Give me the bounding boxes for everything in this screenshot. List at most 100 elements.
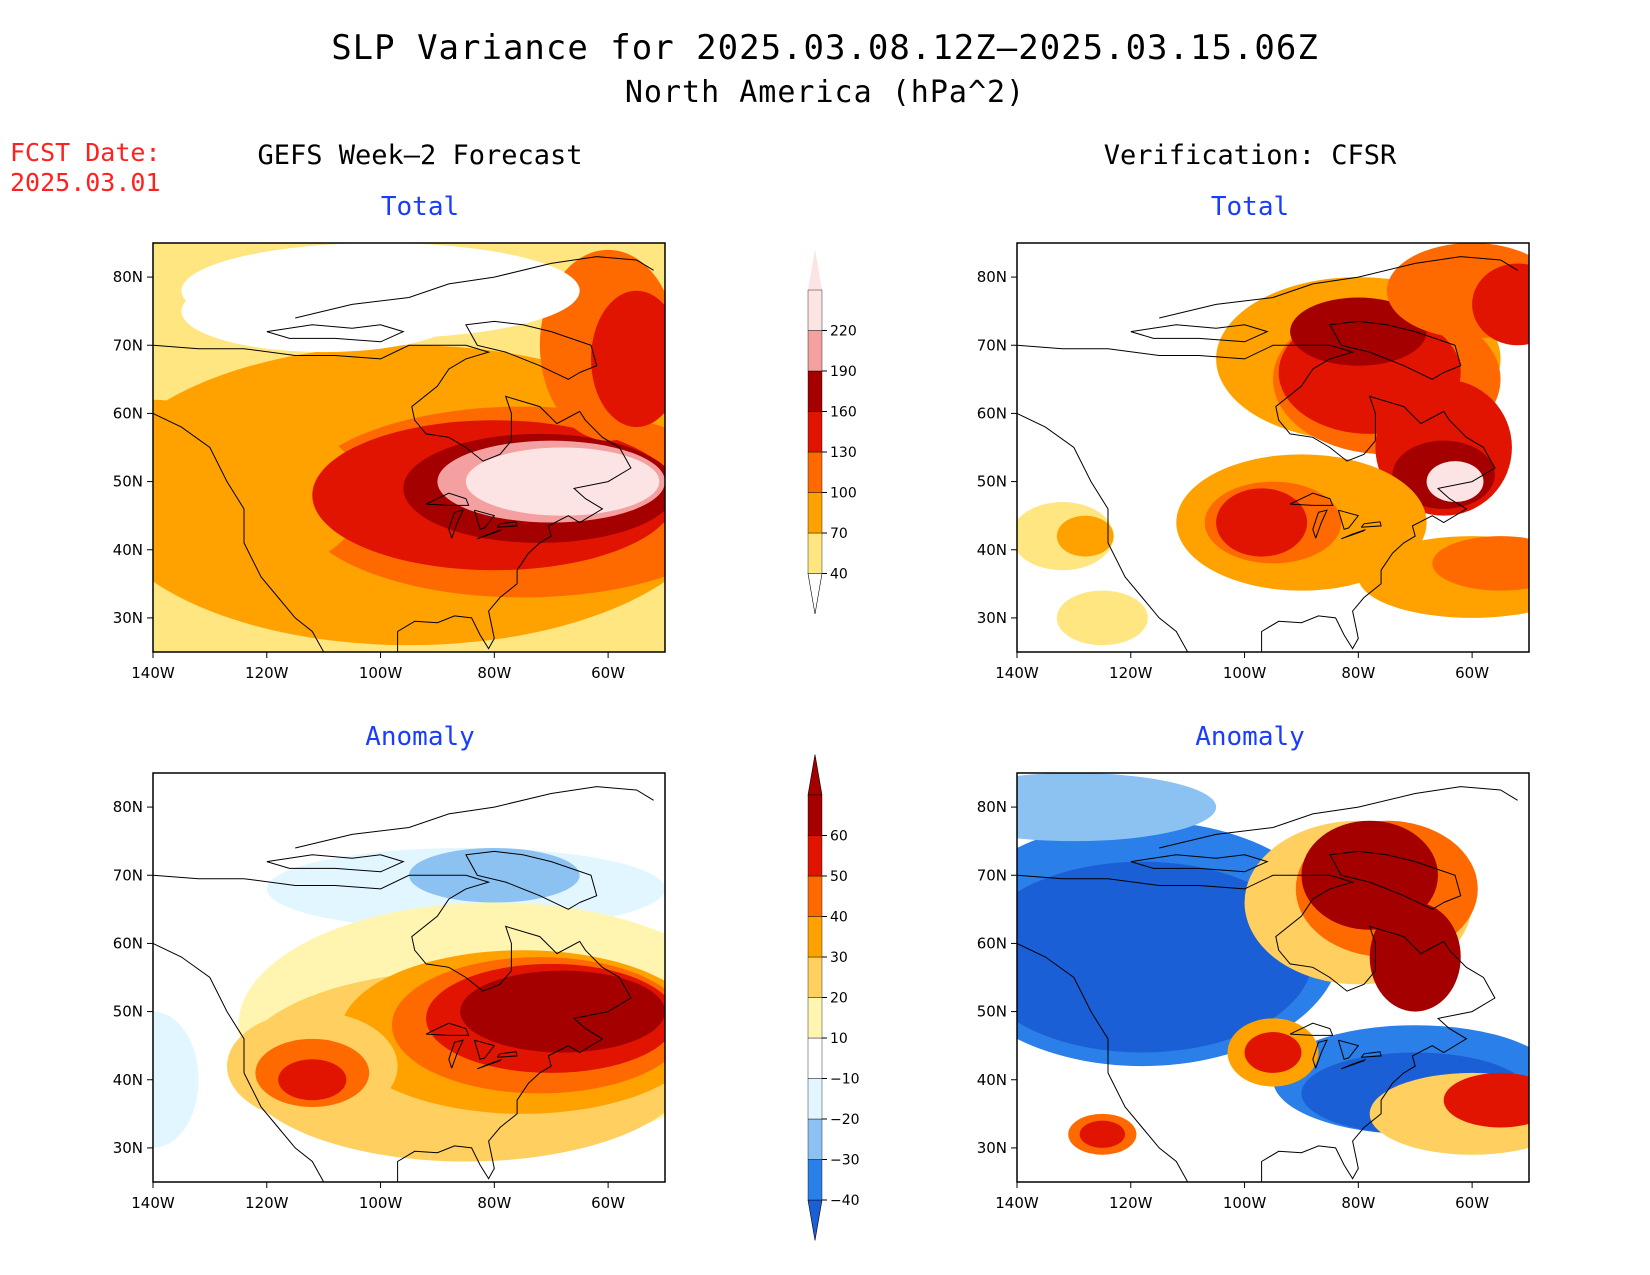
colorbar-tick-label: 190 <box>830 364 857 380</box>
column-heading-forecast: GEFS Week–2 Forecast <box>257 140 583 171</box>
figure-title: SLP Variance for 2025.03.08.12Z–2025.03.… <box>331 28 1319 68</box>
lon-tick-label: 100W <box>1223 1194 1267 1212</box>
colorbar-segment <box>807 835 823 877</box>
coastline <box>465 850 598 910</box>
lat-tick-label: 50N <box>113 473 143 491</box>
colorbar-tick-label: 50 <box>830 869 848 885</box>
coastline <box>473 1039 496 1060</box>
contour-region <box>1290 297 1427 366</box>
colorbar-tick-label: 40 <box>830 910 848 926</box>
colorbar-tick-label: 100 <box>830 486 857 502</box>
coastline <box>1159 256 1518 319</box>
coastline <box>1017 344 1496 652</box>
coastline <box>473 509 496 530</box>
colorbar-segment <box>807 997 823 1039</box>
contour-region <box>1216 488 1308 557</box>
coastline <box>153 942 325 1182</box>
colorbar-tick-label: −10 <box>830 1072 860 1088</box>
coastline <box>1289 1022 1334 1036</box>
lon-tick-label: 60W <box>591 1194 625 1212</box>
coastline <box>496 521 518 528</box>
colorbar-cap-bottom <box>807 573 823 615</box>
colorbar-segment <box>807 1078 823 1120</box>
forecast-date-caption: FCST Date: <box>10 138 161 167</box>
lat-tick-label: 30N <box>977 609 1007 627</box>
coastline <box>477 1058 503 1070</box>
colorbar-segment <box>807 451 823 493</box>
colorbar-segment <box>807 330 823 372</box>
lat-tick-label: 80N <box>113 268 143 286</box>
coastline <box>448 509 464 539</box>
map-panel-cfsr-total: 140W 120W 100W 80W 60W 80N 70N 60N 50N 40N 30N <box>977 242 1530 682</box>
contour-region <box>278 1059 347 1101</box>
contour-region <box>1369 902 1461 1012</box>
lat-tick-label: 50N <box>977 473 1007 491</box>
lon-tick-label: 120W <box>1109 1194 1153 1212</box>
coastline <box>1360 1051 1382 1058</box>
lat-tick-label: 60N <box>977 934 1007 952</box>
lon-tick-label: 80W <box>1341 664 1375 682</box>
lat-tick-label: 70N <box>113 336 143 354</box>
map-frame <box>1016 242 1530 653</box>
colorbar-tick-label: 160 <box>830 405 857 421</box>
coastline <box>1130 324 1269 343</box>
colorbar-anomaly: −40 −30 −20 −10 10 20 30 40 50 60 <box>807 754 860 1241</box>
colorbar-cap-top <box>807 754 823 796</box>
colorbar-cap-bottom <box>807 1199 823 1241</box>
lon-tick-label: 120W <box>245 1194 289 1212</box>
colorbar-total: 40 70 100 130 160 190 220 <box>807 249 857 615</box>
contour-region <box>1426 461 1484 503</box>
lon-tick-label: 100W <box>1223 664 1267 682</box>
lon-tick-label: 140W <box>995 664 1039 682</box>
lon-tick-label: 80W <box>477 1194 511 1212</box>
coastline <box>448 1039 464 1069</box>
coastline <box>1312 509 1328 539</box>
colorbar-tick-label: 130 <box>830 445 857 461</box>
lon-tick-label: 80W <box>477 664 511 682</box>
column-heading-verification: Verification: CFSR <box>1103 140 1397 171</box>
coastline <box>153 412 325 652</box>
lon-tick-label: 120W <box>245 664 289 682</box>
colorbar-segment <box>807 532 823 574</box>
coastline <box>477 528 503 540</box>
map-frame <box>152 242 666 653</box>
coastline <box>1130 854 1269 873</box>
contour-region <box>1017 861 1313 1053</box>
lon-tick-label: 120W <box>1109 664 1153 682</box>
coastline <box>1017 874 1496 1182</box>
colorbar-segment <box>807 1118 823 1160</box>
coastline <box>425 1022 470 1036</box>
colorbar-segment <box>807 956 823 998</box>
lon-tick-label: 140W <box>131 1194 175 1212</box>
figure-subtitle: North America (hPa^2) <box>624 75 1026 110</box>
coastline <box>153 874 632 1182</box>
colorbar-segment <box>807 289 823 331</box>
lat-tick-label: 40N <box>977 1071 1007 1089</box>
contour-region <box>1443 1072 1529 1128</box>
lon-tick-label: 60W <box>1455 664 1489 682</box>
lat-tick-label: 50N <box>977 1003 1007 1021</box>
colorbar-segment <box>807 875 823 917</box>
colorbar-segment <box>807 370 823 412</box>
lat-tick-label: 80N <box>977 268 1007 286</box>
lat-tick-label: 70N <box>977 866 1007 884</box>
lat-tick-label: 80N <box>113 798 143 816</box>
lat-tick-label: 30N <box>977 1139 1007 1157</box>
map-frame <box>152 772 666 1183</box>
contour-region <box>153 413 364 577</box>
panel-title-gefs-total: Total <box>380 192 460 222</box>
forecast-date-value: 2025.03.01 <box>10 168 161 197</box>
coastline <box>1341 1058 1367 1070</box>
coastline <box>1337 1039 1360 1060</box>
map-panel-gefs-total: 140W 120W 100W 80W 60W 80N 70N 60N 50N 40N 30N <box>113 242 666 682</box>
coastline <box>1289 492 1334 506</box>
panel-title-cfsr-total: Total <box>1210 192 1290 222</box>
colorbar-tick-label: 20 <box>830 991 848 1007</box>
lat-tick-label: 40N <box>977 541 1007 559</box>
colorbar-segment <box>807 411 823 453</box>
coastline <box>1159 786 1518 849</box>
coastline <box>266 324 405 343</box>
coastline <box>1017 412 1189 652</box>
lat-tick-label: 40N <box>113 541 143 559</box>
